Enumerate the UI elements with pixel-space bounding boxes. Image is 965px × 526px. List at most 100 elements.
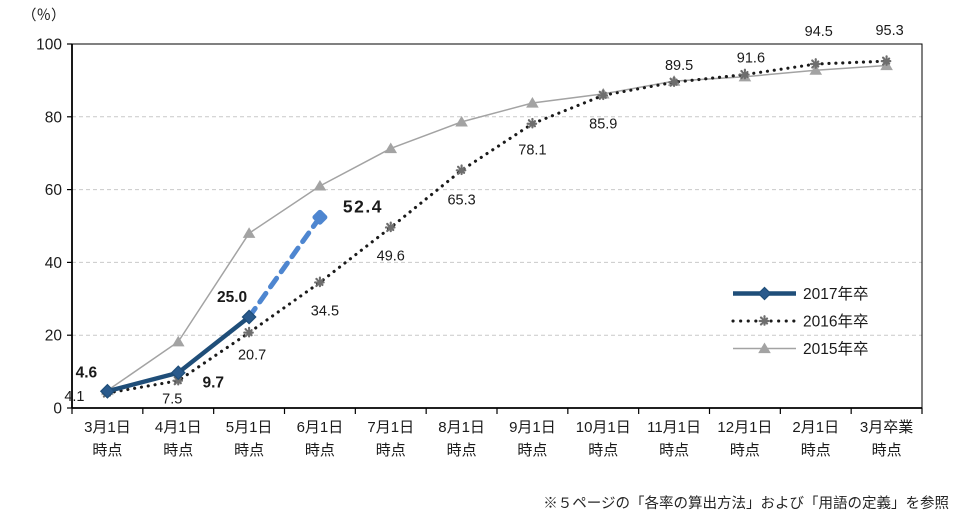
y-tick-label: 40 — [45, 255, 63, 272]
asterisk-marker — [758, 315, 771, 327]
x-category-label: 3月1日時点 — [84, 419, 131, 459]
value-label: 78.1 — [518, 143, 546, 159]
asterisk-marker — [243, 326, 255, 339]
x-category-line2: 時点 — [730, 442, 760, 459]
x-category-line2: 時点 — [376, 442, 406, 459]
asterisk-stroke — [527, 119, 538, 129]
series-2016-line — [105, 59, 889, 395]
legend-2017-label: 2017年卒 — [803, 285, 868, 303]
triangle-marker — [758, 342, 771, 354]
value-label: 85.9 — [589, 116, 617, 132]
diamond-marker — [312, 209, 328, 225]
value-label: 95.3 — [875, 23, 903, 39]
value-label: 4.6 — [76, 364, 98, 381]
asterisk-stroke — [759, 316, 770, 326]
value-label: 34.5 — [311, 303, 339, 319]
x-category-label: 7月1日時点 — [367, 419, 414, 459]
x-category-label: 10月1日時点 — [576, 419, 631, 459]
asterisk-stroke — [881, 56, 892, 66]
y-tick-label: 0 — [53, 401, 62, 418]
asterisk-marker — [809, 58, 822, 70]
value-label: 25.0 — [217, 289, 247, 306]
asterisk-marker — [455, 164, 468, 177]
x-category-line1: 6月1日 — [297, 419, 344, 436]
x-category-line2: 時点 — [801, 442, 831, 459]
y-tick-label: 80 — [45, 109, 63, 126]
x-category-line2: 時点 — [517, 442, 547, 459]
diamond-marker — [99, 383, 115, 399]
asterisk-stroke — [386, 222, 396, 233]
x-category-label: 5月1日時点 — [226, 419, 273, 459]
triangle-marker — [384, 142, 398, 154]
asterisk-stroke — [811, 59, 821, 69]
series-2015-line — [106, 64, 887, 392]
asterisk-stroke — [740, 69, 750, 80]
x-category-line1: 4月1日 — [155, 419, 202, 436]
x-category-line2: 時点 — [659, 442, 689, 459]
x-category-line2: 時点 — [305, 442, 335, 459]
legend-item-2015: 2015年卒 — [733, 340, 868, 358]
y-tick-label: 20 — [45, 328, 63, 345]
asterisk-marker — [384, 221, 397, 234]
value-label: 52.4 — [343, 196, 383, 216]
x-category-line1: 9月1日 — [509, 419, 556, 436]
x-category-line1: 3月卒業 — [860, 419, 913, 436]
asterisk-marker — [880, 55, 893, 68]
x-category-line1: 8月1日 — [438, 419, 485, 436]
value-label: 89.5 — [665, 58, 693, 74]
asterisk-stroke — [173, 376, 183, 386]
asterisk-stroke — [315, 277, 325, 288]
x-category-line2: 時点 — [163, 442, 193, 459]
triangle-marker — [526, 96, 539, 108]
value-label: 4.1 — [64, 389, 84, 405]
legend-2015-label: 2015年卒 — [803, 340, 868, 358]
triangle-marker — [809, 64, 823, 75]
x-category-line2: 時点 — [872, 442, 902, 459]
asterisk-stroke — [669, 77, 679, 87]
value-label: 94.5 — [805, 24, 833, 40]
x-category-line1: 7月1日 — [367, 419, 414, 436]
x-category-line1: 5月1日 — [226, 419, 273, 436]
y-tick-label: 100 — [36, 37, 62, 54]
x-category-label: 6月1日時点 — [297, 419, 344, 459]
asterisk-marker — [172, 374, 185, 387]
x-category-line1: 11月1日 — [647, 419, 701, 436]
x-category-line2: 時点 — [92, 442, 122, 459]
x-category-line1: 10月1日 — [576, 419, 631, 436]
triangle-marker — [455, 115, 468, 127]
value-label: 7.5 — [162, 392, 182, 408]
diamond-marker — [170, 365, 186, 381]
footnote-text: ※５ページの「各率の算出方法」および「用語の定義」を参照 — [543, 496, 949, 512]
legend-2016-label: 2016年卒 — [803, 313, 868, 331]
x-category-label: 8月1日時点 — [438, 419, 485, 459]
x-category-line2: 時点 — [588, 442, 618, 459]
triangle-marker — [242, 227, 256, 238]
asterisk-marker — [314, 276, 326, 289]
triangle-marker — [171, 335, 185, 347]
asterisk-stroke — [456, 165, 467, 175]
x-category-label: 12月1日時点 — [717, 419, 772, 459]
asterisk-marker — [597, 89, 610, 102]
asterisk-marker — [668, 76, 680, 89]
value-label: 49.6 — [377, 248, 405, 264]
x-category-line2: 時点 — [234, 442, 264, 459]
asterisk-stroke — [598, 90, 608, 100]
diamond-marker — [241, 309, 257, 325]
diamond-marker — [757, 286, 772, 301]
legend-item-2016: 2016年卒 — [731, 313, 868, 331]
asterisk-marker — [526, 117, 539, 130]
legend-item-2017: 2017年卒 — [733, 285, 868, 303]
x-category-line1: 3月1日 — [84, 419, 131, 436]
value-label: 91.6 — [737, 51, 765, 67]
value-label: 9.7 — [202, 375, 224, 392]
triangle-marker — [313, 179, 327, 191]
value-label: 65.3 — [447, 192, 475, 208]
y-tick-label: 60 — [45, 182, 63, 199]
y-axis-unit-label: （％） — [22, 8, 66, 24]
x-category-line2: 時点 — [447, 442, 477, 459]
asterisk-marker — [739, 68, 751, 81]
x-category-label: 11月1日時点 — [647, 419, 701, 459]
x-category-line1: 12月1日 — [717, 419, 772, 436]
